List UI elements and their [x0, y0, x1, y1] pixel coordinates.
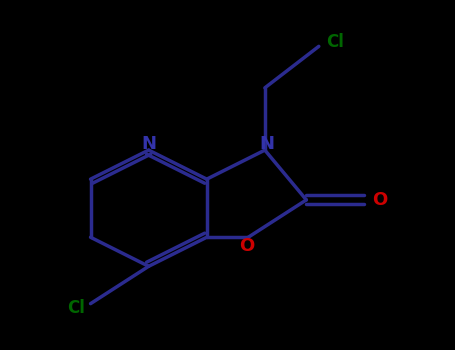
Text: O: O: [372, 191, 387, 209]
Text: O: O: [239, 237, 254, 254]
Text: N: N: [259, 135, 274, 153]
Text: Cl: Cl: [327, 33, 344, 51]
Text: Cl: Cl: [67, 299, 85, 317]
Text: N: N: [141, 135, 156, 153]
